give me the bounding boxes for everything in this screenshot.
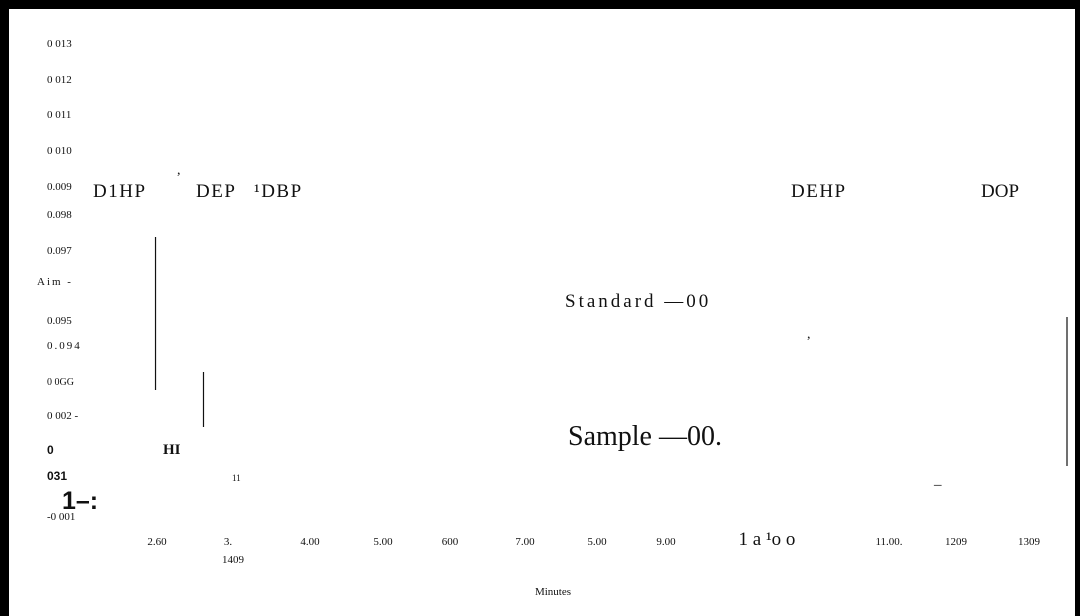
x-tick-label: 600 <box>442 536 459 548</box>
annotation-mark: , <box>807 327 811 342</box>
y-tick-label: 0 <box>47 443 54 457</box>
y-tick-label: 0.098 <box>47 209 72 221</box>
y-tick-label: 0 0GG <box>47 377 74 388</box>
y-tick-label: 0 011 <box>47 109 71 121</box>
x-axis-tick-labels: 2.60 3. 4.00 5.00 600 7.00 5.00 9.00 1 a ¹o o 11.… <box>147 529 1040 550</box>
peak-label: D1HP <box>93 181 147 202</box>
series-label-sample: Sample —00. <box>568 421 722 452</box>
y-tick-label: 0 013 <box>47 38 72 50</box>
peak-label: DEP <box>196 181 236 202</box>
y-tick-label: -0 001 <box>47 511 75 523</box>
x-tick-label: 7.00 <box>515 536 535 548</box>
x-tick-label: 9.00 <box>656 536 676 548</box>
x-tick-label: 1 a ¹o o <box>739 529 796 550</box>
x-tick-label: 3. <box>224 536 233 548</box>
annotation-mark: 11 <box>232 473 241 483</box>
y-tick-label: 0 010 <box>47 145 72 157</box>
y-tick-label: 0.094 <box>47 340 82 352</box>
x-tick-label: 5.00 <box>587 536 607 548</box>
y-tick-label: 0 002 - <box>47 410 79 422</box>
peak-label: DOP <box>981 181 1019 202</box>
annotation-mark: _ <box>933 472 942 488</box>
annotation-mark: 1–: <box>62 487 98 515</box>
x-tick-label-extra: 1409 <box>222 554 245 566</box>
x-tick-label: 11.00. <box>875 536 902 548</box>
y-tick-label: 0 012 <box>47 74 72 86</box>
x-tick-label: 1209 <box>945 536 968 548</box>
y-tick-label: 0.009 <box>47 181 72 193</box>
x-tick-label: 4.00 <box>300 536 320 548</box>
peak-label-group: D1HP DEP ¹DBP DEHP DOP <box>93 181 1019 202</box>
x-tick-label: 1309 <box>1018 536 1041 548</box>
annotation-mark: , <box>177 163 181 178</box>
annotation-mark: HI <box>163 442 181 458</box>
x-tick-label: 5.00 <box>373 536 393 548</box>
peak-label: ¹DBP <box>254 181 303 202</box>
peak-marks <box>154 237 1068 466</box>
y-tick-label: 031 <box>47 469 67 483</box>
x-tick-label: 2.60 <box>147 536 167 548</box>
peak-label: DEHP <box>791 181 847 202</box>
y-tick-label: Aim - <box>37 276 73 288</box>
x-axis-label: Minutes <box>535 586 571 598</box>
y-tick-label: 0.095 <box>47 315 72 327</box>
y-axis-tick-labels: 0 013 0 012 0 011 0 010 0.009 0.098 0.097 Aim -… <box>37 38 82 523</box>
y-tick-label: 0.097 <box>47 245 72 257</box>
series-label-standard: Standard —00 <box>565 291 711 312</box>
